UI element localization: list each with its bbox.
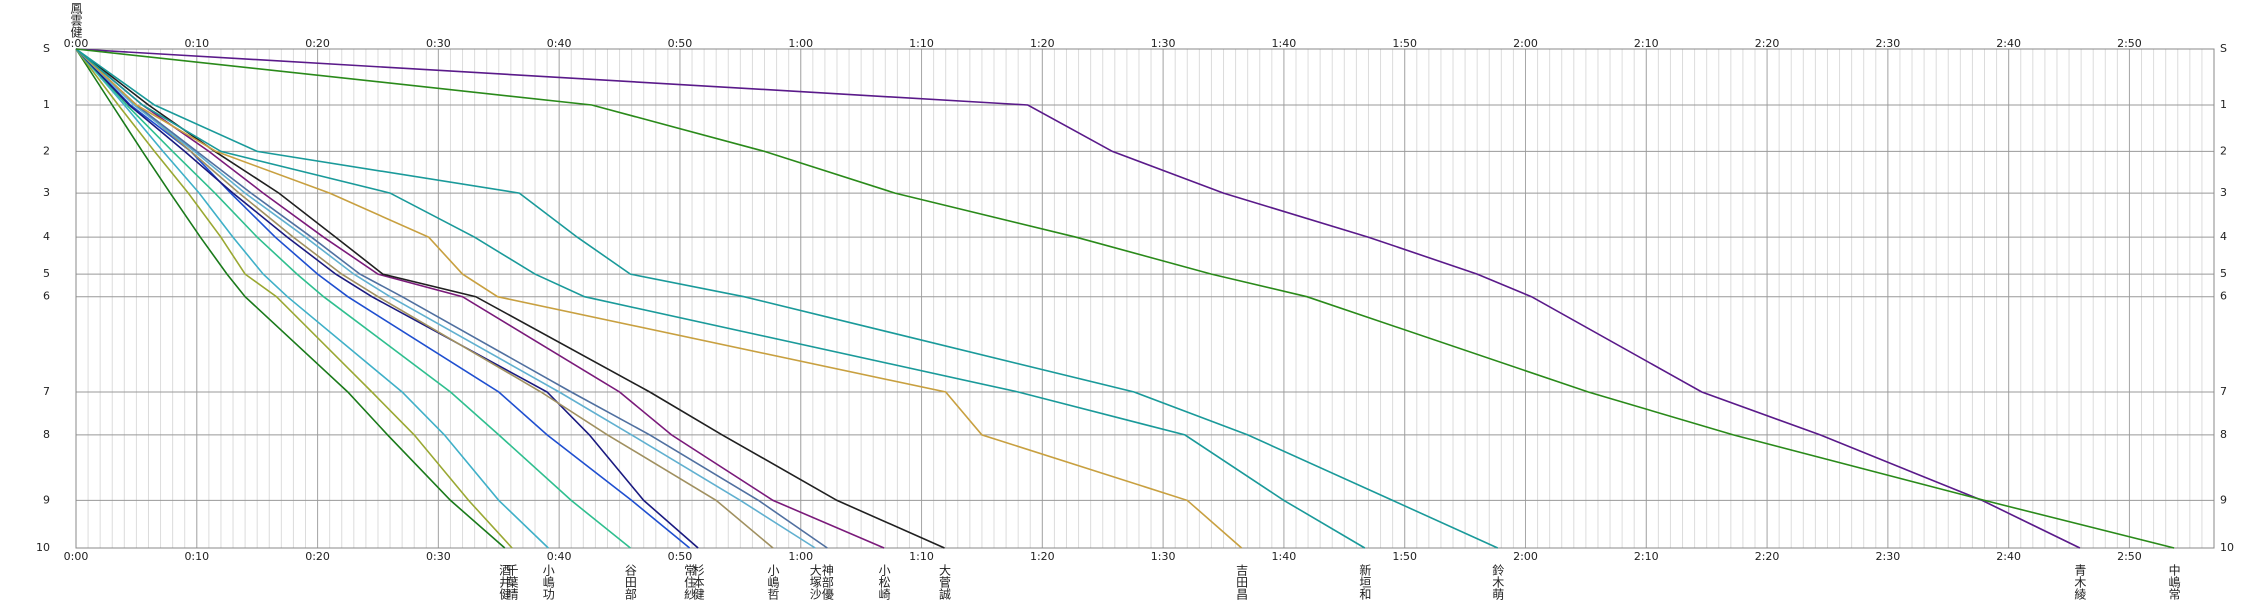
y-tick-label-left: 1 — [43, 98, 50, 111]
x-tick-label-top: 2:20 — [1755, 37, 1780, 50]
runner-label: 小嶋功 — [541, 564, 555, 600]
x-tick-label-top: 0:20 — [305, 37, 330, 50]
y-tick-label-left: 7 — [43, 385, 50, 398]
x-tick-label-top: 1:20 — [1030, 37, 1055, 50]
x-tick-label-top: 2:40 — [1996, 37, 2021, 50]
runner-line — [75, 48, 816, 549]
y-tick-label-right: 3 — [2220, 186, 2227, 199]
runner-label: 千葉晴 — [505, 564, 519, 600]
runner-label: 大菅誠 — [937, 564, 951, 600]
y-tick-label-right: 5 — [2220, 267, 2227, 280]
runner-line — [75, 48, 885, 549]
x-tick-label-bottom: 1:30 — [1151, 550, 1176, 563]
y-tick-label-left: 10 — [36, 541, 50, 554]
x-tick-label-top: 0:30 — [426, 37, 451, 50]
runner-label: 酒井健 — [498, 564, 512, 600]
x-tick-label-bottom: 0:40 — [547, 550, 572, 563]
x-tick-label-bottom: 0:10 — [184, 550, 209, 563]
y-tick-label-left: 6 — [43, 290, 50, 303]
x-tick-label-top: 0:00 — [64, 37, 89, 50]
x-tick-label-bottom: 2:00 — [1513, 550, 1538, 563]
runner-line — [75, 48, 774, 549]
y-tick-label-right: 7 — [2220, 385, 2227, 398]
runner-label: 大塚沙 — [808, 564, 822, 600]
x-tick-label-bottom: 1:50 — [1392, 550, 1417, 563]
y-tick-label-right: 1 — [2220, 98, 2227, 111]
x-tick-label-bottom: 1:10 — [909, 550, 934, 563]
y-tick-label-right: 6 — [2220, 290, 2227, 303]
runner-line — [75, 48, 945, 549]
runner-line — [75, 48, 631, 549]
x-tick-label-bottom: 2:20 — [1755, 550, 1780, 563]
x-tick-label-bottom: 2:30 — [1876, 550, 1901, 563]
y-tick-label-right: 4 — [2220, 230, 2227, 243]
y-tick-label-right: 9 — [2220, 493, 2227, 506]
x-tick-label-bottom: 0:30 — [426, 550, 451, 563]
x-tick-label-top: 1:40 — [1272, 37, 1297, 50]
x-tick-label-top: 1:00 — [788, 37, 813, 50]
y-tick-label-left: 2 — [43, 144, 50, 157]
x-tick-label-bottom: 2:10 — [1634, 550, 1659, 563]
y-tick-label-right: 10 — [2220, 541, 2234, 554]
runner-line — [75, 48, 513, 549]
runner-label: 新垣和 — [1358, 563, 1372, 600]
y-tick-label-left: S — [43, 42, 50, 55]
runner-label: 中嶋常 — [2167, 563, 2181, 600]
x-tick-label-bottom: 1:40 — [1272, 550, 1297, 563]
runner-label: 小嶋哲 — [766, 564, 780, 600]
runner-line — [75, 48, 2081, 549]
runner-label: 鈴木萌 — [1491, 563, 1505, 600]
x-tick-label-bottom: 1:20 — [1030, 550, 1055, 563]
y-tick-label-left: 8 — [43, 428, 50, 441]
runner-line — [75, 48, 549, 549]
x-tick-label-top: 0:50 — [668, 37, 693, 50]
y-tick-label-left: 4 — [43, 230, 50, 243]
x-tick-label-top: 2:00 — [1513, 37, 1538, 50]
runner-line — [75, 48, 691, 549]
x-tick-label-top: 0:10 — [184, 37, 209, 50]
runner-line — [75, 48, 1499, 549]
x-tick-label-top: 2:30 — [1876, 37, 1901, 50]
runner-line — [75, 48, 2175, 549]
runner-line — [75, 48, 1366, 549]
runner-label: 杉本健 — [691, 564, 705, 600]
top-label: 鳳雲健 — [69, 2, 83, 38]
x-tick-label-top: 1:10 — [909, 37, 934, 50]
y-tick-label-left: 3 — [43, 186, 50, 199]
runner-label: 神部優 — [820, 564, 834, 600]
plot-border — [75, 48, 2215, 549]
y-tick-label-left: 5 — [43, 267, 50, 280]
x-tick-label-top: 2:50 — [2117, 37, 2142, 50]
x-tick-label-bottom: 0:20 — [305, 550, 330, 563]
runner-line — [75, 48, 1243, 549]
runner-label: 青木綾 — [2073, 564, 2087, 600]
x-tick-label-bottom: 0:00 — [64, 550, 89, 563]
x-tick-label-top: 1:30 — [1151, 37, 1176, 50]
runner-label: 谷田部 — [623, 564, 637, 600]
runner-line — [75, 48, 506, 549]
runner-line — [75, 48, 828, 549]
x-tick-label-bottom: 0:50 — [668, 550, 693, 563]
runner-label: 常住紗 — [683, 564, 697, 600]
x-tick-label-bottom: 2:40 — [1996, 550, 2021, 563]
x-tick-label-bottom: 2:50 — [2117, 550, 2142, 563]
runner-label: 吉田昌 — [1235, 564, 1249, 600]
x-tick-label-top: 1:50 — [1392, 37, 1417, 50]
x-tick-label-top: 2:10 — [1634, 37, 1659, 50]
x-tick-label-top: 0:40 — [547, 37, 572, 50]
y-tick-label-right: 8 — [2220, 428, 2227, 441]
x-tick-label-bottom: 1:00 — [788, 550, 813, 563]
y-tick-label-right: S — [2220, 42, 2227, 55]
runner-line — [75, 48, 699, 549]
y-tick-label-right: 2 — [2220, 144, 2227, 157]
runner-label: 小松崎 — [877, 564, 891, 600]
y-tick-label-left: 9 — [43, 493, 50, 506]
